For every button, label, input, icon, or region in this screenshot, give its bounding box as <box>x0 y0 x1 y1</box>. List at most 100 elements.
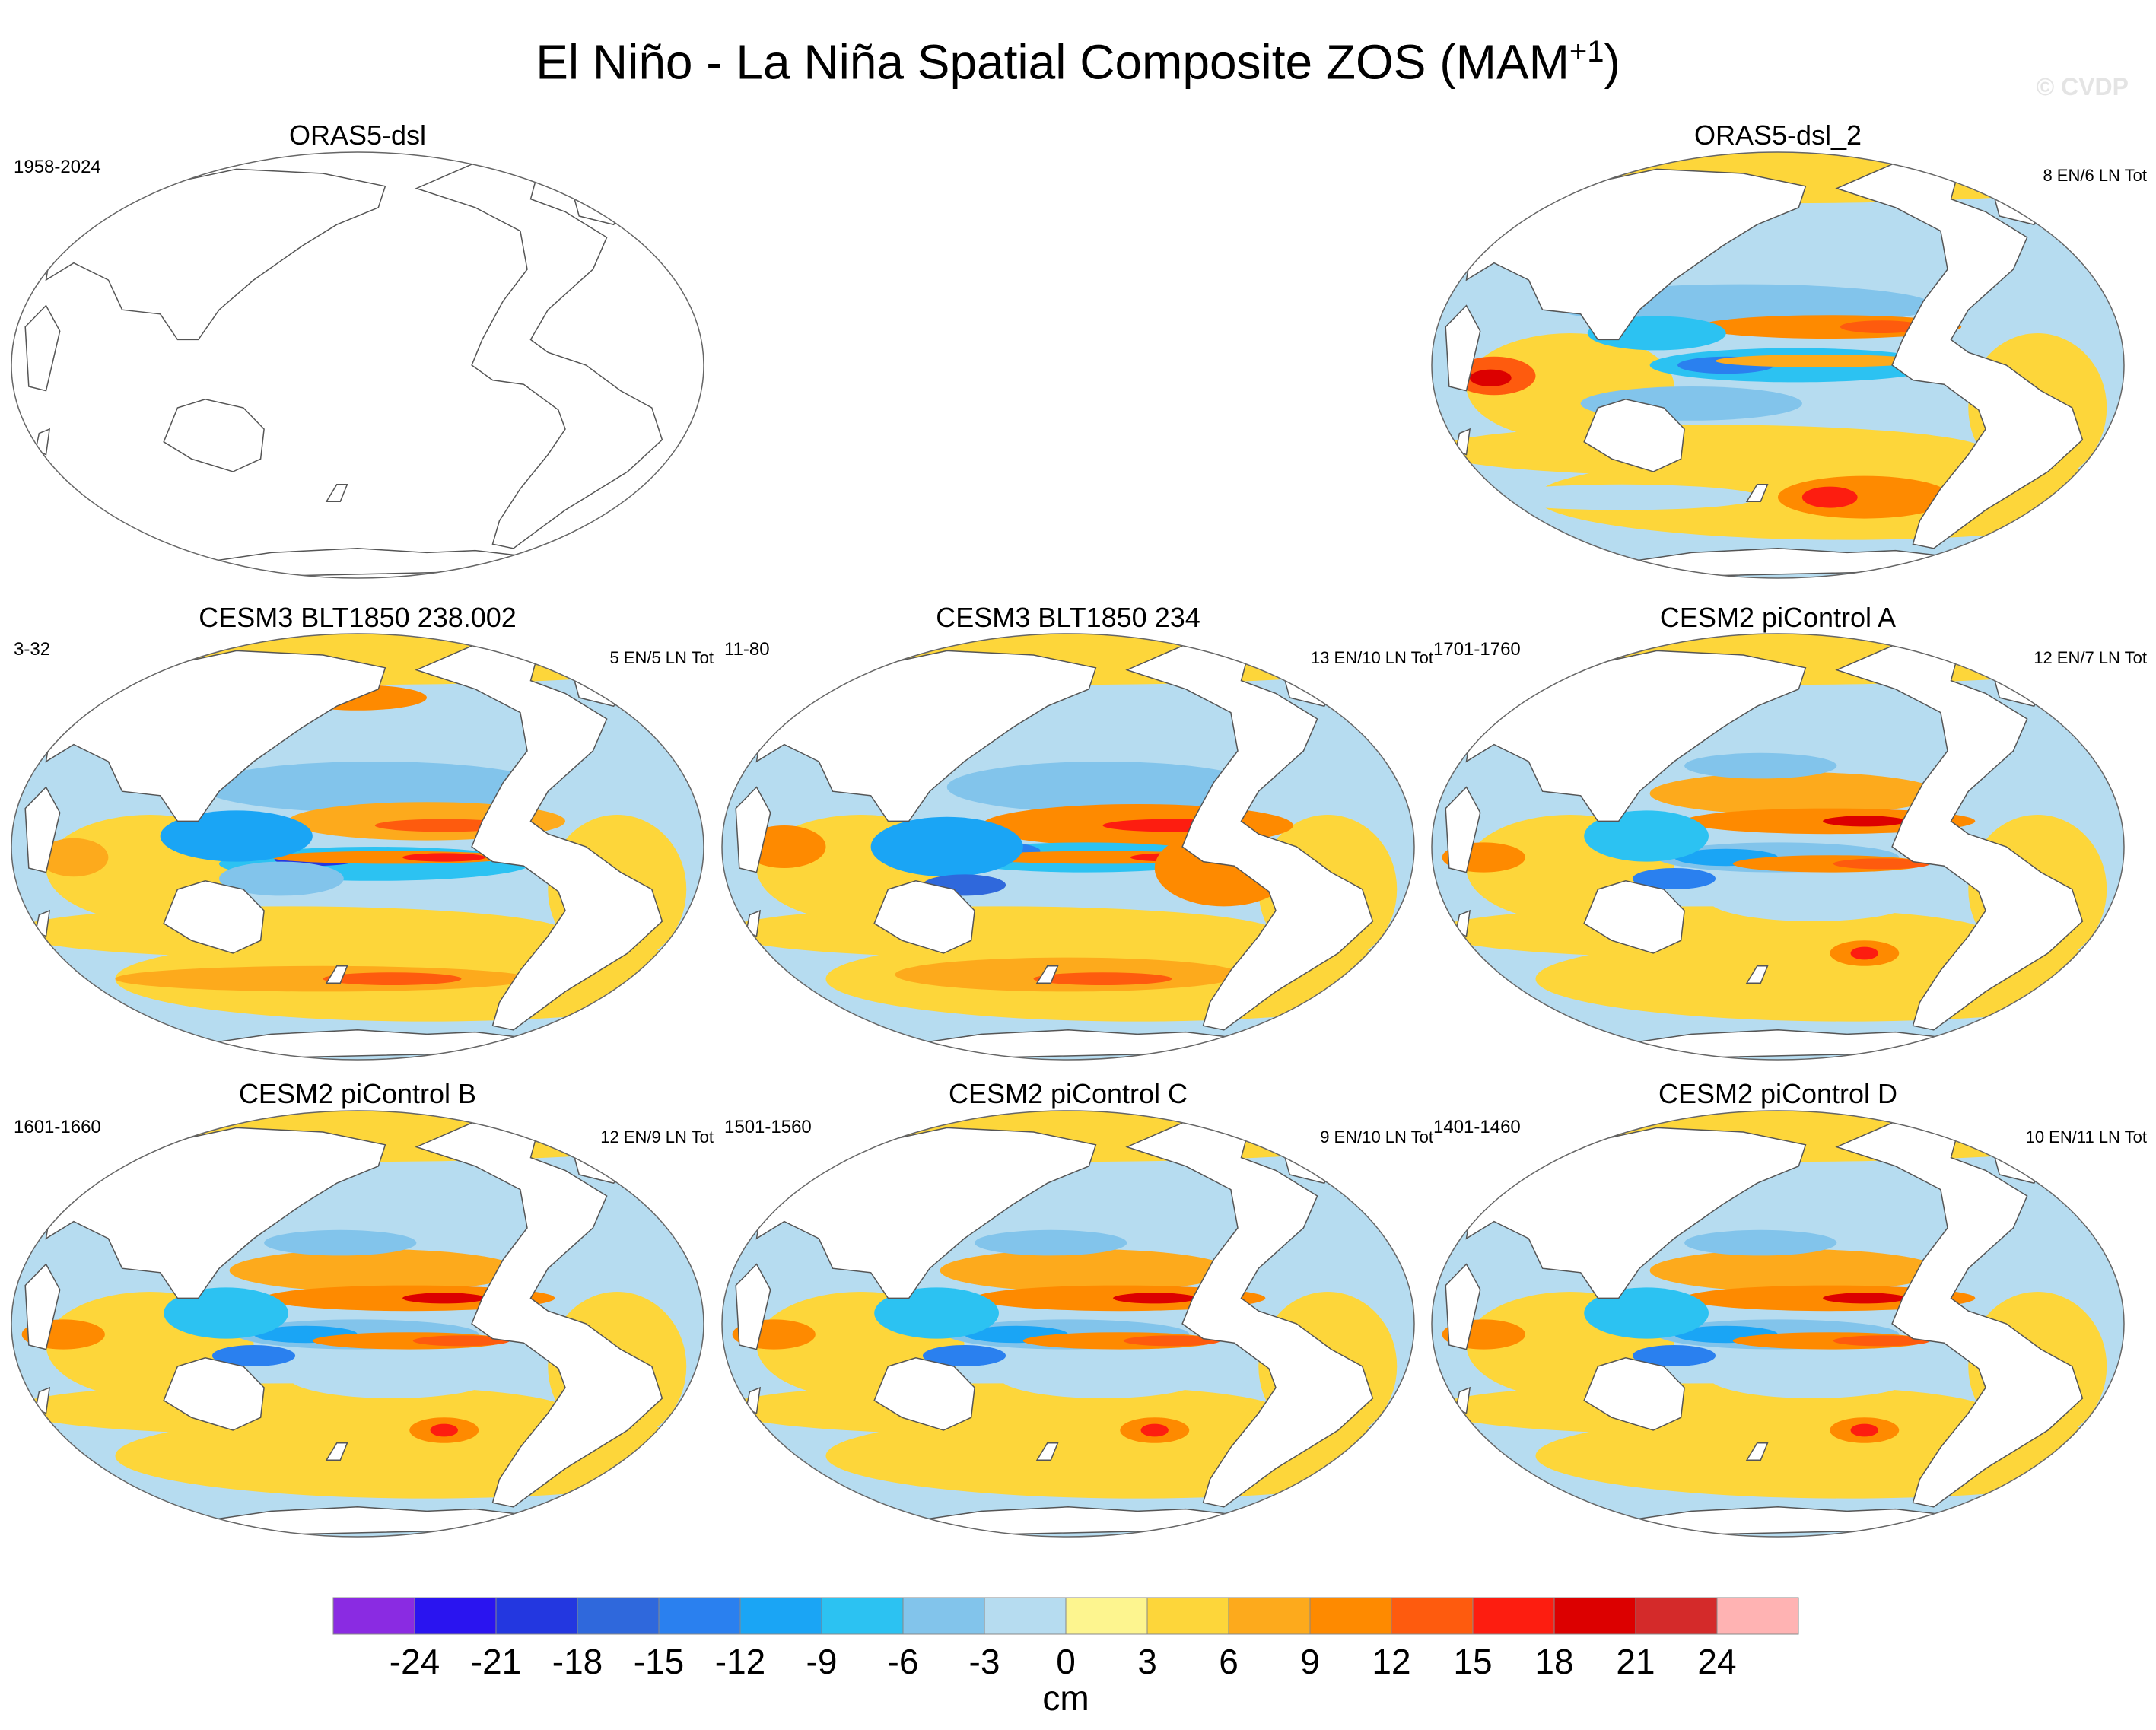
anomaly-blob-7-1 <box>1684 1229 1837 1256</box>
map-panel-5 <box>1431 633 2125 1061</box>
anomaly-blob-4-9 <box>1632 868 1716 889</box>
anomaly-blob-7-13 <box>1850 1423 1878 1437</box>
map-panel-2 <box>1431 151 2125 579</box>
panel-left-label-6: 1601-1660 <box>14 1117 101 1137</box>
land-australia-1 <box>1583 399 1685 472</box>
anomaly-blob-1-10 <box>1778 475 1951 519</box>
panel-left-label-3: 3-32 <box>14 639 51 660</box>
anomaly-blob-6-13 <box>1140 1423 1169 1437</box>
anomaly-blob-4-13 <box>1850 946 1878 960</box>
map-border-4 <box>1431 633 2125 1061</box>
anomaly-blob-1-2 <box>1840 320 1924 333</box>
map-panel-3 <box>11 633 704 1061</box>
anomaly-blob-4-11 <box>1709 879 1916 921</box>
colorbar-tick-10: 6 <box>1219 1642 1239 1681</box>
map-border-0 <box>11 151 704 579</box>
land-africa-5 <box>24 1263 61 1350</box>
anomaly-blob-1-12 <box>1483 484 1761 510</box>
map-border-1 <box>1431 151 2125 579</box>
colorbar: -24 -21 -18 -15 -12 -9 -6 -3 0 3 6 9 12 15 18 21 24 cm <box>332 1597 1799 1718</box>
land-africa-7 <box>1445 1263 1481 1350</box>
colorbar-swatch-12 <box>1309 1597 1392 1635</box>
panel-left-label-5: 1701-1760 <box>1433 639 1521 660</box>
panel-right-label-8: 10 EN/11 LN Tot <box>2025 1127 2147 1146</box>
anomaly-blob-2-7 <box>160 810 313 862</box>
land-australia-4 <box>1583 880 1685 954</box>
colorbar-swatch-3 <box>577 1597 660 1635</box>
land-newzealand-0 <box>325 484 348 502</box>
anomaly-blob-1-5 <box>1716 355 1924 367</box>
colorbar-tick-13: 15 <box>1453 1642 1492 1681</box>
land-australia-6 <box>873 1357 975 1431</box>
panel-title-2: ORAS5-dsl_2 <box>1693 119 1862 151</box>
land-newzealand-4 <box>1745 965 1769 984</box>
land-asia-1 <box>1465 168 1807 341</box>
anomaly-blob-3-12 <box>1033 972 1172 985</box>
anomaly-blob-4-1 <box>1684 752 1837 779</box>
panel-left-label-7: 1501-1560 <box>724 1117 812 1137</box>
anomaly-blob-3-0 <box>946 762 1259 813</box>
map-panel-4 <box>721 633 1415 1061</box>
anomaly-blob-7-3 <box>1823 1293 1906 1304</box>
anomaly-band-3-2 <box>722 906 1276 958</box>
colorbar-tick-8: 0 <box>1056 1642 1076 1681</box>
colorbar-tick-14: 18 <box>1534 1642 1573 1681</box>
land-greenland-0 <box>571 189 629 226</box>
anomaly-band-6-2 <box>722 1383 1276 1435</box>
land-newzealand-3 <box>1035 965 1059 984</box>
land-america-2 <box>415 644 663 1031</box>
colorbar-swatch-8 <box>984 1597 1067 1635</box>
panel-title-7: CESM2 piControl C <box>948 1078 1188 1109</box>
colorbar-tick-9: 3 <box>1137 1642 1157 1681</box>
figure-title-close: ) <box>1604 34 1620 90</box>
panel-left-label-8: 1401-1460 <box>1433 1117 1521 1137</box>
colorbar-swatch-5 <box>739 1597 822 1635</box>
land-asia-0 <box>45 168 386 341</box>
anomaly-blob-6-8 <box>874 1287 999 1339</box>
land-madagascar-0 <box>34 428 51 456</box>
colorbar-swatch-13 <box>1391 1597 1474 1635</box>
map-panel-6 <box>11 1110 704 1538</box>
panel-title-6: CESM2 piControl B <box>238 1078 477 1109</box>
anomaly-blob-7-7 <box>1833 1335 1931 1347</box>
anomaly-blob-4-7 <box>1833 858 1931 870</box>
panel-right-label-2: 8 EN/6 LN Tot <box>2043 166 2147 185</box>
figure-title-text: El Niño - La Niña Spatial Composite ZOS … <box>536 34 1569 90</box>
land-asia-3 <box>755 650 1097 822</box>
anomaly-band-7-2 <box>1432 1383 1986 1435</box>
anomaly-band-5-2 <box>11 1383 565 1435</box>
land-newzealand-6 <box>1035 1442 1059 1461</box>
colorbar-tick-4: -12 <box>715 1642 765 1681</box>
land-america-0 <box>415 162 663 549</box>
land-america-3 <box>1125 644 1374 1031</box>
panel-right-label-3: 5 EN/5 LN Tot <box>609 648 714 667</box>
colorbar-tick-7: -3 <box>969 1642 1000 1681</box>
land-newzealand-1 <box>1745 484 1769 502</box>
colorbar-tick-1: -21 <box>471 1642 521 1681</box>
colorbar-unit: cm <box>1042 1678 1089 1718</box>
colorbar-tick-0: -24 <box>390 1642 440 1681</box>
anomaly-blob-5-7 <box>412 1335 510 1347</box>
anomaly-blob-5-3 <box>402 1293 486 1304</box>
panel-title-3: CESM3 BLT1850 238.002 <box>199 602 517 633</box>
land-newzealand-5 <box>325 1442 348 1461</box>
anomaly-blob-7-11 <box>1709 1356 1916 1398</box>
colorbar-swatch-4 <box>658 1597 741 1635</box>
colorbar-swatch-6 <box>821 1597 904 1635</box>
anomaly-blob-2-6 <box>402 853 486 862</box>
panel-right-label-5: 12 EN/7 LN Tot <box>2034 648 2147 667</box>
anomaly-blob-3-7 <box>870 816 1023 877</box>
colorbar-swatch-17 <box>1716 1597 1799 1635</box>
panel-title-4: CESM3 BLT1850 234 <box>936 602 1200 633</box>
panel-right-label-4: 13 EN/10 LN Tot <box>1310 648 1433 667</box>
land-australia-0 <box>163 399 265 472</box>
figure-title: El Niño - La Niña Spatial Composite ZOS … <box>0 21 2156 92</box>
anomaly-blob-5-9 <box>211 1345 296 1366</box>
panel-right-label-7: 9 EN/10 LN Tot <box>1320 1127 1433 1146</box>
colorbar-tick-12: 12 <box>1372 1642 1410 1681</box>
land-africa-6 <box>735 1263 771 1350</box>
colorbar-swatch-7 <box>902 1597 985 1635</box>
land-africa-2 <box>24 786 61 873</box>
land-newzealand-2 <box>325 965 348 984</box>
anomaly-blob-6-7 <box>1123 1335 1221 1347</box>
